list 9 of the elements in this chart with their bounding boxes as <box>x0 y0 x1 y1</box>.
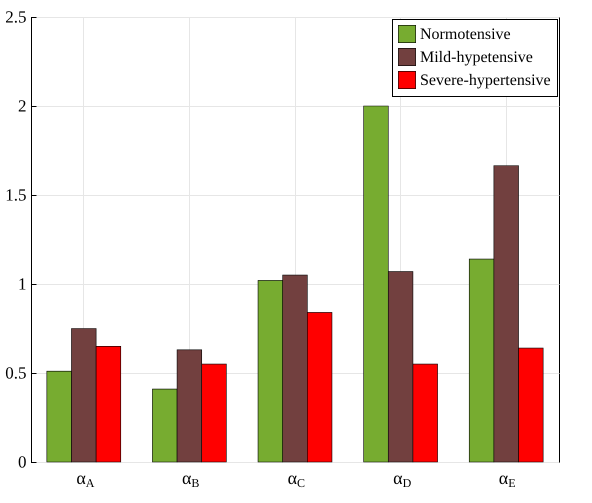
legend-label: Mild-hypetensive <box>420 49 533 66</box>
y-tick-label: 0.5 <box>5 364 26 382</box>
legend-label: Severe-hypertensive <box>420 72 551 89</box>
legend-label: Normotensive <box>420 26 511 43</box>
y-tick-label: 1 <box>18 274 26 294</box>
y-tick-label: 2.5 <box>5 8 26 26</box>
y-tick-label: 2 <box>18 96 26 116</box>
y-tick-label: 0 <box>18 452 26 472</box>
y-tick-label: 1.5 <box>5 186 26 204</box>
